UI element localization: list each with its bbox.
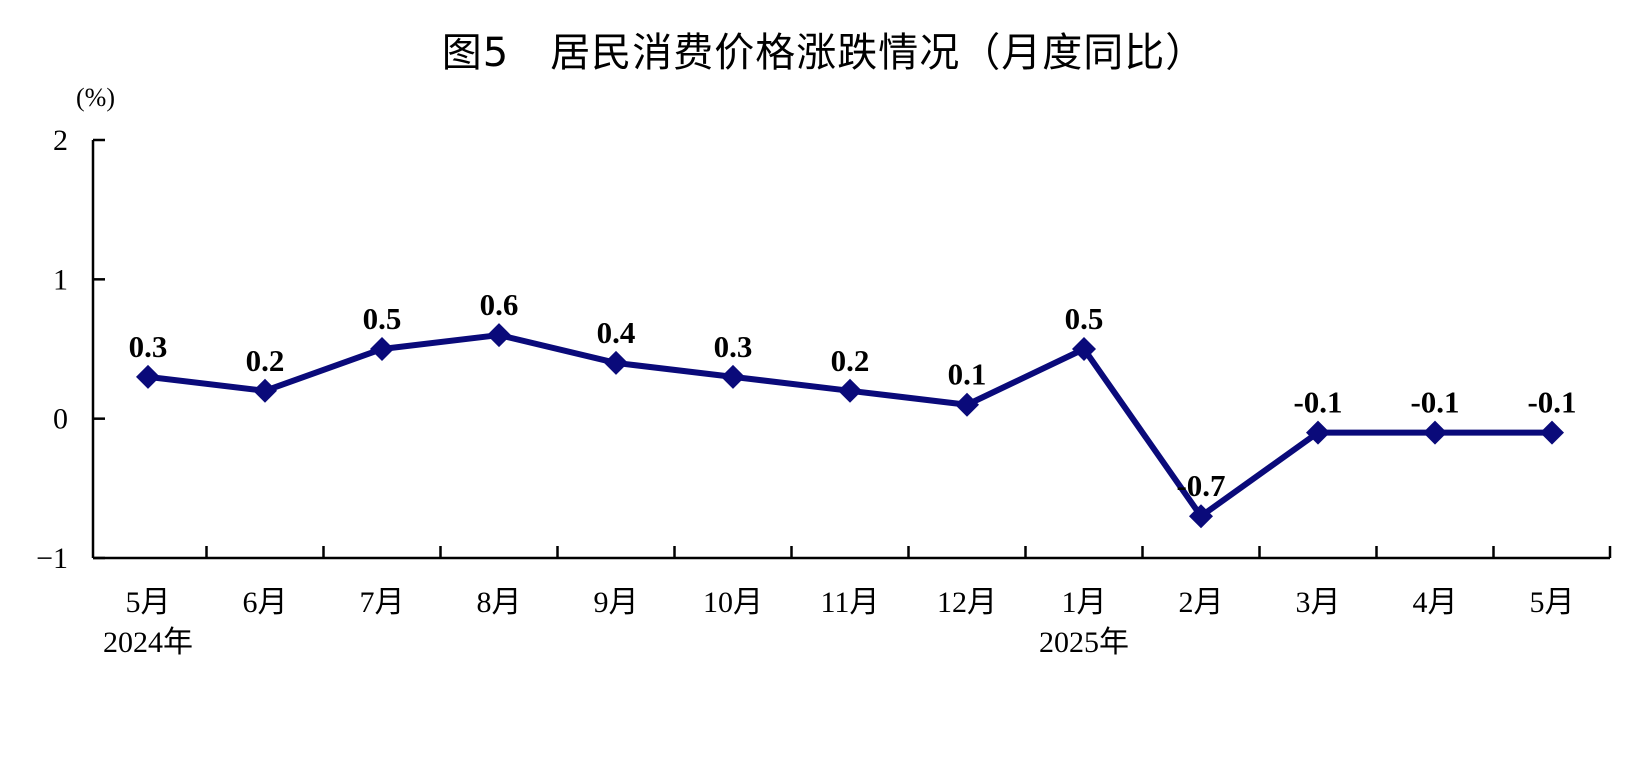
data-label: 0.5 <box>1065 301 1104 336</box>
x-tick-label: 5月 <box>126 586 171 619</box>
data-label: 0.3 <box>129 329 168 364</box>
y-tick-label: 2 <box>53 124 68 157</box>
data-label: 0.1 <box>948 357 987 392</box>
data-point-marker <box>1189 504 1213 529</box>
x-tick-label: 8月 <box>477 586 522 619</box>
data-label: -0.1 <box>1410 385 1459 420</box>
data-point-marker <box>487 323 511 348</box>
data-point-marker <box>721 364 745 389</box>
y-tick-label: 0 <box>53 403 68 436</box>
x-tick-label: 3月 <box>1296 586 1341 619</box>
x-tick-label: 9月 <box>594 586 639 619</box>
year-label: 2025年 <box>1039 626 1129 659</box>
year-label: 2024年 <box>103 626 193 659</box>
y-tick-label: 1 <box>53 263 68 296</box>
x-tick-label: 5月 <box>1530 586 1575 619</box>
data-label: -0.1 <box>1527 385 1576 420</box>
x-tick-label: 11月 <box>821 586 880 619</box>
data-label: 0.6 <box>480 287 519 322</box>
data-point-marker <box>955 392 979 417</box>
data-label: -0.7 <box>1176 468 1225 503</box>
data-label: 0.2 <box>831 343 870 378</box>
x-tick-labels: 5月 6月 7月 8月 9月 10月 11月 12月 1月 2月 3月 4月 5月 <box>126 586 1575 619</box>
data-point-marker <box>1072 337 1096 361</box>
x-tick-label: 2月 <box>1179 586 1224 619</box>
data-label: 0.3 <box>714 329 753 364</box>
data-point-marker <box>838 378 862 403</box>
data-label: -0.1 <box>1293 385 1342 420</box>
year-labels: 2024年 2025年 <box>103 626 1129 659</box>
chart-title: 图5 居民消费价格涨跌情况（月度同比） <box>441 30 1207 76</box>
data-point-marker <box>1306 420 1330 445</box>
data-label: 0.5 <box>363 301 402 336</box>
y-tick-labels: 2 1 0 −1 <box>36 124 68 575</box>
data-point-marker <box>370 337 394 361</box>
y-axis-unit: (%) <box>76 83 115 112</box>
data-labels: 0.3 0.2 0.5 0.6 0.4 0.3 0.2 0.1 0.5 -0.7 -0.1 -0.1 -… <box>129 287 1577 503</box>
data-label: 0.4 <box>597 315 636 350</box>
axes <box>91 138 1612 560</box>
x-tick-label: 1月 <box>1062 586 1107 619</box>
data-point-marker <box>253 378 277 403</box>
data-label: 0.2 <box>246 343 285 378</box>
data-point-marker <box>1423 420 1447 445</box>
data-point-marker <box>1540 420 1564 445</box>
x-tick-label: 12月 <box>937 586 997 619</box>
series-markers <box>136 323 1564 529</box>
y-tick-label: −1 <box>36 542 68 575</box>
x-tick-label: 10月 <box>703 586 763 619</box>
x-tick-label: 7月 <box>360 586 405 619</box>
data-point-marker <box>604 350 628 375</box>
x-tick-label: 6月 <box>243 586 288 619</box>
data-point-marker <box>136 364 160 389</box>
x-tick-label: 4月 <box>1413 586 1458 619</box>
